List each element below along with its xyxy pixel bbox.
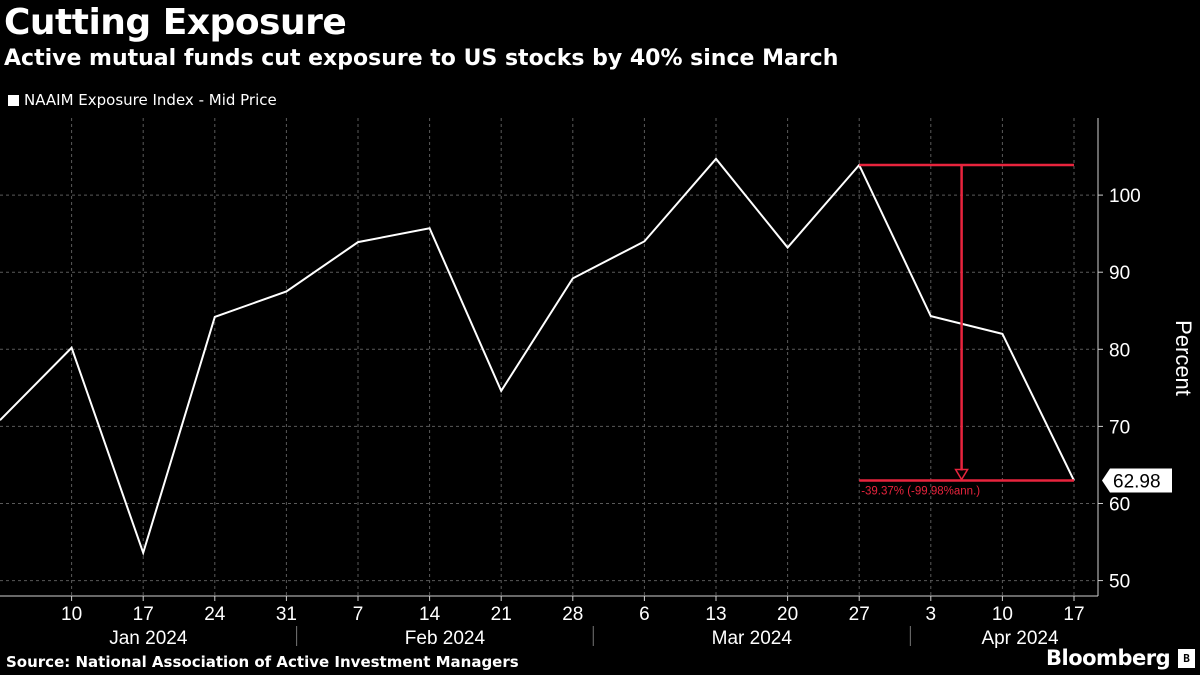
brand-logo: Bloomberg xyxy=(1046,646,1171,670)
x-month-label: Apr 2024 xyxy=(981,628,1059,649)
last-value-label: 62.98 xyxy=(1113,472,1161,493)
x-tick-label: 24 xyxy=(204,604,226,625)
x-tick-label: 17 xyxy=(1063,604,1084,625)
chart-title: Cutting Exposure xyxy=(4,2,347,43)
x-tick-label: 10 xyxy=(992,604,1013,625)
y-tick-label: 50 xyxy=(1109,572,1130,593)
y-tick-label: 90 xyxy=(1109,263,1130,284)
chart-subtitle: Active mutual funds cut exposure to US s… xyxy=(4,46,839,71)
last-value-box xyxy=(1102,468,1172,493)
x-tick-label: 31 xyxy=(276,604,297,625)
bloomberg-badge-icon: B xyxy=(1178,649,1195,668)
annotation-arrowhead xyxy=(954,468,969,481)
x-tick-label: 10 xyxy=(61,604,82,625)
y-axis-title: Percent xyxy=(1171,320,1196,396)
x-tick-label: 17 xyxy=(133,604,154,625)
source-note: Source: National Association of Active I… xyxy=(6,653,519,671)
x-tick-label: 14 xyxy=(419,604,441,625)
x-tick-label: 6 xyxy=(639,604,650,625)
x-tick-label: 13 xyxy=(705,604,726,625)
y-tick-label: 80 xyxy=(1109,340,1130,361)
annotation-label: -39.37% (-99.98%ann.) xyxy=(861,486,980,498)
x-tick-label: 28 xyxy=(562,604,583,625)
x-month-label: Feb 2024 xyxy=(405,628,486,649)
x-tick-label: 7 xyxy=(353,604,364,625)
y-tick-label: 60 xyxy=(1109,494,1130,515)
x-tick-label: 3 xyxy=(926,604,937,625)
x-month-label: Jan 2024 xyxy=(109,628,188,649)
x-tick-label: 21 xyxy=(491,604,512,625)
series-line xyxy=(0,157,1075,557)
x-month-label: Mar 2024 xyxy=(712,628,793,649)
y-tick-label: 70 xyxy=(1109,417,1130,438)
x-tick-label: 27 xyxy=(849,604,870,625)
legend: NAAIM Exposure Index - Mid Price xyxy=(8,91,277,109)
legend-swatch xyxy=(8,94,19,106)
y-tick-label: 100 xyxy=(1109,186,1141,207)
x-tick-label: 20 xyxy=(777,604,798,625)
legend-label: NAAIM Exposure Index - Mid Price xyxy=(24,91,277,109)
